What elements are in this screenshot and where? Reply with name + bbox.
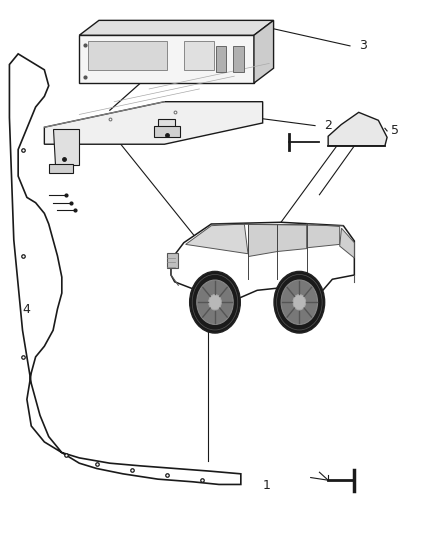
Polygon shape — [328, 112, 387, 146]
Circle shape — [293, 295, 306, 310]
Circle shape — [208, 295, 221, 310]
Bar — [88, 41, 166, 70]
Polygon shape — [10, 54, 241, 484]
Polygon shape — [307, 224, 340, 248]
Text: 5: 5 — [392, 124, 399, 138]
Polygon shape — [340, 228, 354, 258]
Polygon shape — [79, 20, 274, 35]
Bar — [184, 41, 214, 70]
Polygon shape — [254, 20, 274, 83]
Bar — [153, 126, 180, 136]
Polygon shape — [79, 35, 254, 83]
Polygon shape — [53, 130, 79, 165]
Circle shape — [281, 280, 318, 325]
Bar — [49, 164, 73, 173]
Polygon shape — [277, 224, 307, 251]
Circle shape — [197, 280, 233, 325]
Polygon shape — [186, 224, 248, 254]
Polygon shape — [248, 224, 277, 256]
Bar — [233, 46, 244, 72]
Circle shape — [190, 271, 240, 333]
Bar — [167, 253, 178, 268]
Text: 4: 4 — [22, 303, 30, 316]
Polygon shape — [44, 102, 263, 144]
Text: 2: 2 — [324, 119, 332, 132]
Circle shape — [274, 271, 325, 333]
Text: 1: 1 — [263, 479, 271, 492]
Text: 3: 3 — [359, 39, 367, 52]
Polygon shape — [171, 222, 354, 302]
Bar — [215, 46, 226, 72]
Polygon shape — [158, 119, 175, 134]
